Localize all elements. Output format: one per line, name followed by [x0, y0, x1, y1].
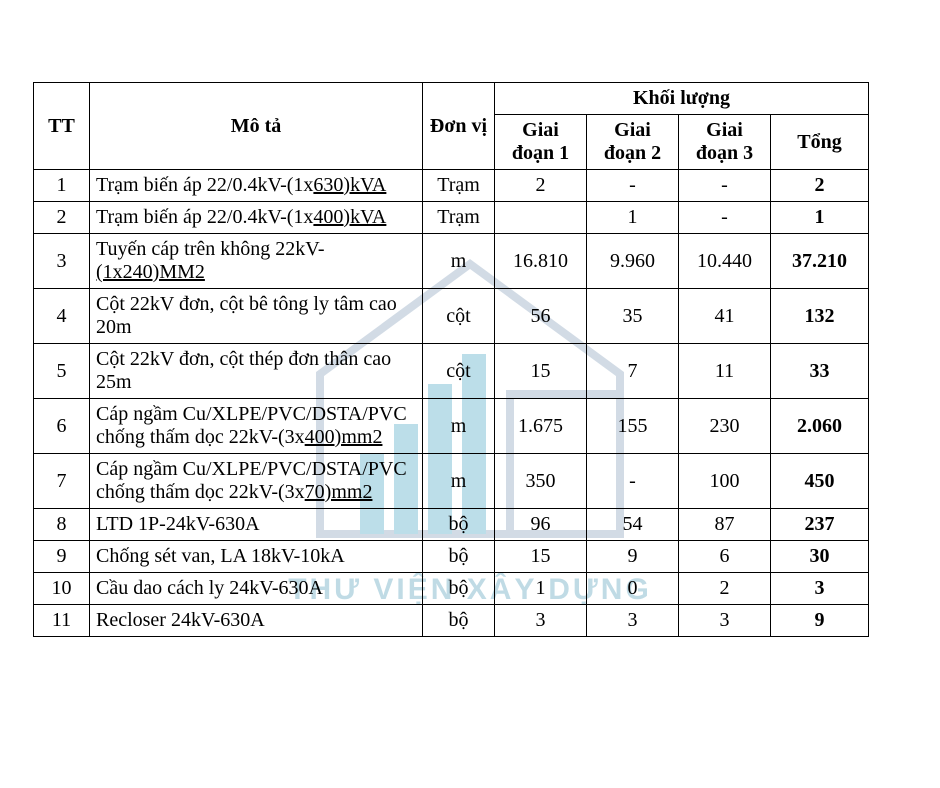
cell-p1: 15 [495, 344, 587, 399]
col-total: Tổng [771, 115, 869, 170]
cell-p3: - [679, 202, 771, 234]
cell-total: 237 [771, 509, 869, 541]
cell-desc: Trạm biến áp 22/0.4kV-(1x400)kVA [90, 202, 423, 234]
table-row: 5Cột 22kV đơn, cột thép đơn thân cao 25m… [34, 344, 869, 399]
cell-p2: - [587, 454, 679, 509]
cell-unit: cột [423, 289, 495, 344]
col-unit: Đơn vị [423, 83, 495, 170]
col-phase2: Giai đoạn 2 [587, 115, 679, 170]
cell-p2: 9 [587, 541, 679, 573]
cell-p2: 3 [587, 605, 679, 637]
table-body: 1Trạm biến áp 22/0.4kV-(1x630)kVATrạm2--… [34, 170, 869, 637]
cell-p3: 10.440 [679, 234, 771, 289]
cell-p1: 96 [495, 509, 587, 541]
cell-unit: bộ [423, 509, 495, 541]
cell-tt: 10 [34, 573, 90, 605]
cell-p1: 1 [495, 573, 587, 605]
cell-tt: 3 [34, 234, 90, 289]
cell-tt: 7 [34, 454, 90, 509]
table-row: 1Trạm biến áp 22/0.4kV-(1x630)kVATrạm2--… [34, 170, 869, 202]
cell-p2: - [587, 170, 679, 202]
cell-p1: 350 [495, 454, 587, 509]
cell-total: 2.060 [771, 399, 869, 454]
cell-total: 33 [771, 344, 869, 399]
table-row: 3Tuyến cáp trên không 22kV-(1x240)MM2m16… [34, 234, 869, 289]
table-row: 11Recloser 24kV-630Abộ3339 [34, 605, 869, 637]
cell-tt: 1 [34, 170, 90, 202]
cell-p1: 16.810 [495, 234, 587, 289]
cell-p3: 6 [679, 541, 771, 573]
cell-tt: 9 [34, 541, 90, 573]
cell-desc: Cáp ngầm Cu/XLPE/PVC/DSTA/PVC chống thấm… [90, 454, 423, 509]
col-tt: TT [34, 83, 90, 170]
cell-desc: Cầu dao cách ly 24kV-630A [90, 573, 423, 605]
cell-p1: 3 [495, 605, 587, 637]
cell-p3: 3 [679, 605, 771, 637]
cell-tt: 6 [34, 399, 90, 454]
cell-tt: 8 [34, 509, 90, 541]
cell-desc: Tuyến cáp trên không 22kV-(1x240)MM2 [90, 234, 423, 289]
cell-p3: 11 [679, 344, 771, 399]
cell-p3: 41 [679, 289, 771, 344]
cell-desc: LTD 1P-24kV-630A [90, 509, 423, 541]
cell-total: 37.210 [771, 234, 869, 289]
cell-p1: 15 [495, 541, 587, 573]
cell-p2: 1 [587, 202, 679, 234]
table-row: 10Cầu dao cách ly 24kV-630Abộ1023 [34, 573, 869, 605]
table-header: TT Mô tả Đơn vị Khối lượng Giai đoạn 1 G… [34, 83, 869, 170]
col-phase3: Giai đoạn 3 [679, 115, 771, 170]
col-phase1: Giai đoạn 1 [495, 115, 587, 170]
cell-desc: Recloser 24kV-630A [90, 605, 423, 637]
cell-total: 3 [771, 573, 869, 605]
cell-unit: m [423, 399, 495, 454]
cell-unit: Trạm [423, 202, 495, 234]
cell-total: 1 [771, 202, 869, 234]
cell-p2: 7 [587, 344, 679, 399]
cell-p2: 0 [587, 573, 679, 605]
cell-unit: bộ [423, 573, 495, 605]
table-row: 2Trạm biến áp 22/0.4kV-(1x400)kVATrạm 1-1 [34, 202, 869, 234]
cell-total: 2 [771, 170, 869, 202]
cell-p3: 230 [679, 399, 771, 454]
cell-p2: 155 [587, 399, 679, 454]
cell-total: 30 [771, 541, 869, 573]
cell-p3: 100 [679, 454, 771, 509]
cell-p2: 9.960 [587, 234, 679, 289]
col-qty-group: Khối lượng [495, 83, 869, 115]
cell-unit: m [423, 454, 495, 509]
cell-unit: bộ [423, 541, 495, 573]
table-row: 8LTD 1P-24kV-630Abộ965487237 [34, 509, 869, 541]
table-row: 6Cáp ngầm Cu/XLPE/PVC/DSTA/PVC chống thấ… [34, 399, 869, 454]
cell-desc: Chống sét van, LA 18kV-10kA [90, 541, 423, 573]
cell-tt: 4 [34, 289, 90, 344]
cell-p1 [495, 202, 587, 234]
table-row: 7Cáp ngầm Cu/XLPE/PVC/DSTA/PVC chống thấ… [34, 454, 869, 509]
cell-desc: Cáp ngầm Cu/XLPE/PVC/DSTA/PVC chống thấm… [90, 399, 423, 454]
cell-p3: 87 [679, 509, 771, 541]
cell-unit: cột [423, 344, 495, 399]
col-desc: Mô tả [90, 83, 423, 170]
cell-total: 132 [771, 289, 869, 344]
cell-p2: 54 [587, 509, 679, 541]
cell-tt: 11 [34, 605, 90, 637]
quantity-table: TT Mô tả Đơn vị Khối lượng Giai đoạn 1 G… [33, 82, 869, 637]
cell-unit: m [423, 234, 495, 289]
cell-p1: 56 [495, 289, 587, 344]
cell-total: 450 [771, 454, 869, 509]
cell-p2: 35 [587, 289, 679, 344]
cell-p3: - [679, 170, 771, 202]
cell-desc: Trạm biến áp 22/0.4kV-(1x630)kVA [90, 170, 423, 202]
cell-desc: Cột 22kV đơn, cột thép đơn thân cao 25m [90, 344, 423, 399]
cell-tt: 2 [34, 202, 90, 234]
cell-tt: 5 [34, 344, 90, 399]
cell-unit: Trạm [423, 170, 495, 202]
cell-unit: bộ [423, 605, 495, 637]
cell-total: 9 [771, 605, 869, 637]
table-row: 9Chống sét van, LA 18kV-10kAbộ159630 [34, 541, 869, 573]
cell-desc: Cột 22kV đơn, cột bê tông ly tâm cao 20m [90, 289, 423, 344]
cell-p3: 2 [679, 573, 771, 605]
cell-p1: 1.675 [495, 399, 587, 454]
table-row: 4Cột 22kV đơn, cột bê tông ly tâm cao 20… [34, 289, 869, 344]
cell-p1: 2 [495, 170, 587, 202]
